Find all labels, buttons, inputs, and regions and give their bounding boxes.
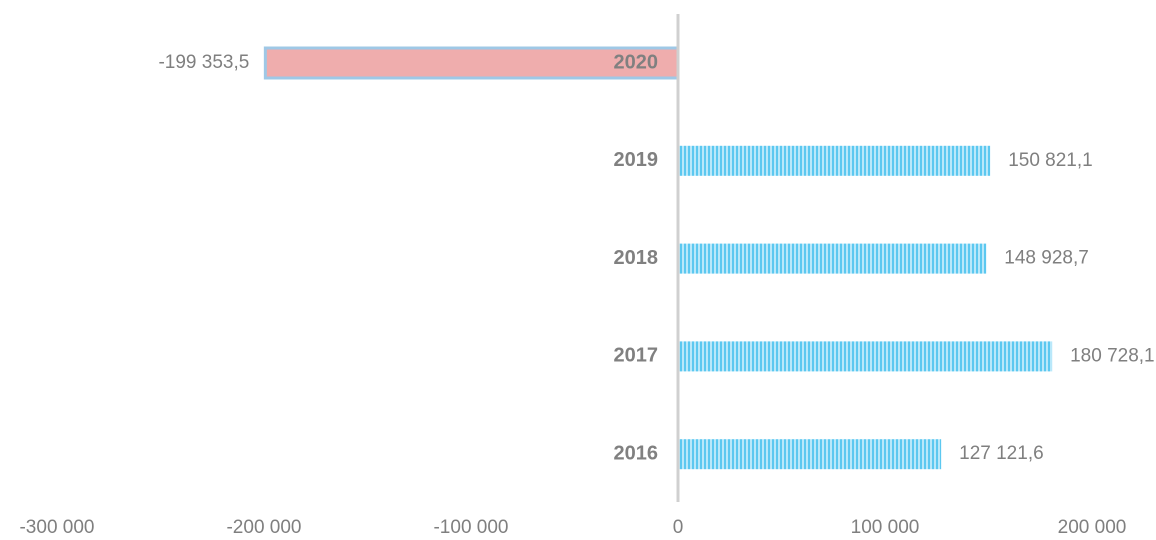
x-tick-label: 200 000 (1058, 517, 1127, 538)
x-tick-label: -200 000 (226, 517, 301, 538)
value-label: 150 821,1 (1008, 150, 1093, 171)
category-label: 2016 (614, 442, 659, 464)
category-label: 2019 (614, 149, 659, 171)
x-tick-label: 100 000 (851, 517, 920, 538)
value-label: 127 121,6 (959, 443, 1044, 464)
bar (678, 439, 942, 470)
x-tick-label: 0 (673, 517, 684, 538)
value-label: 180 728,1 (1070, 345, 1155, 366)
x-tick-label: -300 000 (19, 517, 94, 538)
category-label: 2020 (614, 51, 659, 73)
value-label: 148 928,7 (1004, 248, 1089, 269)
category-label: 2018 (614, 247, 659, 269)
value-label: -199 353,5 (158, 52, 249, 73)
bar (678, 145, 991, 176)
bar (263, 46, 680, 80)
bar (678, 243, 987, 274)
bar (678, 341, 1053, 372)
x-tick-label: -100 000 (433, 517, 508, 538)
category-label: 2017 (614, 345, 659, 367)
